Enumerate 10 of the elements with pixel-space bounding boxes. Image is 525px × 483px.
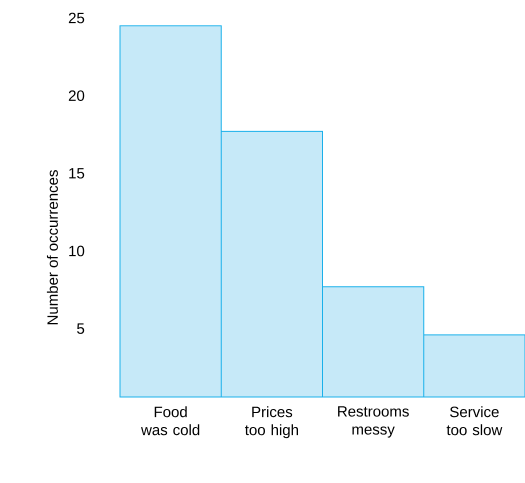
y-tick-label: 5 xyxy=(77,323,84,334)
y-tick-label: 25 xyxy=(68,12,84,24)
y-tick-label: 20 xyxy=(68,90,84,101)
y-tick-label: 10 xyxy=(69,246,84,256)
x-tick-label: Food was cold xyxy=(141,406,200,436)
y-tick-label: 15 xyxy=(69,168,84,179)
y-axis-title: Number of occurrences xyxy=(46,170,58,324)
x-tick-label: Restrooms messy xyxy=(338,406,409,438)
x-tick-label: Service too slow xyxy=(446,406,502,436)
x-tick-label: Prices too high xyxy=(244,406,298,438)
